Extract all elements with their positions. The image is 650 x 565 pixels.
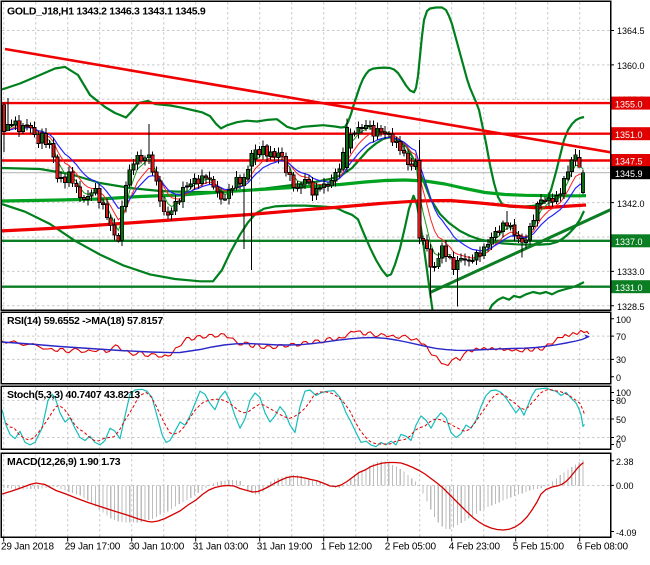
- svg-text:1351.0: 1351.0: [615, 130, 643, 140]
- svg-text:4 Feb 23:00: 4 Feb 23:00: [449, 542, 501, 553]
- svg-text:1342.0: 1342.0: [617, 199, 645, 209]
- svg-text:1333.0: 1333.0: [617, 267, 645, 277]
- svg-text:1328.5: 1328.5: [617, 302, 645, 312]
- svg-text:2.38: 2.38: [616, 457, 634, 467]
- svg-text:Stoch(5,3,3) 40.7407 43.8213: Stoch(5,3,3) 40.7407 43.8213: [7, 389, 140, 401]
- svg-text:30: 30: [616, 355, 626, 365]
- svg-text:MACD(12,26,9) 1.90 1.73: MACD(12,26,9) 1.90 1.73: [7, 456, 121, 468]
- svg-text:-4.09: -4.09: [616, 528, 637, 538]
- svg-text:1 Feb 12:00: 1 Feb 12:00: [321, 542, 373, 553]
- svg-text:2 Feb 05:00: 2 Feb 05:00: [385, 542, 437, 553]
- svg-text:100: 100: [616, 315, 631, 325]
- svg-text:1364.5: 1364.5: [617, 26, 645, 36]
- svg-text:80: 80: [616, 396, 626, 406]
- svg-text:1355.0: 1355.0: [615, 99, 643, 109]
- svg-text:6 Feb 08:00: 6 Feb 08:00: [577, 542, 629, 553]
- svg-text:29 Jan 17:00: 29 Jan 17:00: [65, 542, 121, 553]
- svg-text:1337.0: 1337.0: [615, 237, 643, 247]
- svg-text:29 Jan 2018: 29 Jan 2018: [1, 542, 54, 553]
- svg-text:0.00: 0.00: [616, 481, 634, 491]
- svg-text:31 Jan 19:00: 31 Jan 19:00: [257, 542, 313, 553]
- svg-text:0: 0: [616, 373, 621, 383]
- svg-text:1360.0: 1360.0: [617, 61, 645, 71]
- svg-text:31 Jan 03:00: 31 Jan 03:00: [193, 542, 249, 553]
- svg-text:1331.0: 1331.0: [615, 283, 643, 293]
- svg-text:0: 0: [616, 440, 621, 450]
- svg-text:50: 50: [616, 415, 626, 425]
- svg-text:30 Jan 10:00: 30 Jan 10:00: [129, 542, 185, 553]
- svg-text:GOLD_J18,H1 1343.2 1346.3 134: GOLD_J18,H1 1343.2 1346.3 1343.1 1345.9: [7, 6, 206, 18]
- svg-text:1347.5: 1347.5: [615, 157, 643, 167]
- svg-text:5 Feb 15:00: 5 Feb 15:00: [513, 542, 565, 553]
- svg-text:1345.9: 1345.9: [615, 169, 643, 179]
- svg-text:70: 70: [616, 332, 626, 342]
- svg-text:RSI(14) 59.6552 ->MA(18) 57.8: RSI(14) 59.6552 ->MA(18) 57.8157: [7, 315, 163, 327]
